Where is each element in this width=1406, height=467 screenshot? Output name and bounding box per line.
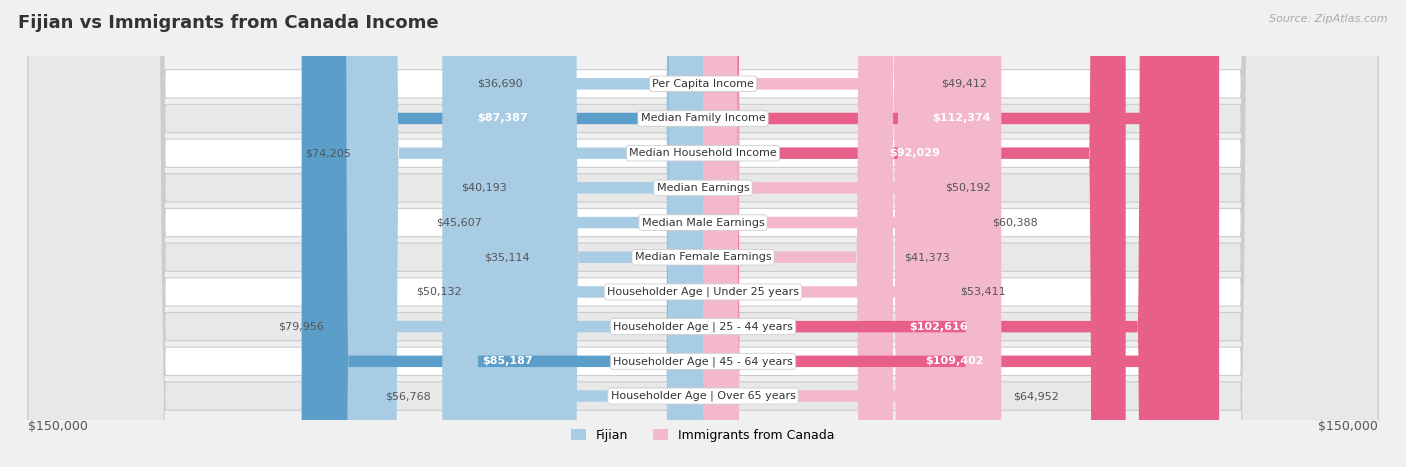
Text: Householder Age | 45 - 64 years: Householder Age | 45 - 64 years [613, 356, 793, 367]
FancyBboxPatch shape [28, 0, 1378, 467]
FancyBboxPatch shape [703, 0, 929, 467]
Text: Fijian vs Immigrants from Canada Income: Fijian vs Immigrants from Canada Income [18, 14, 439, 32]
Legend: Fijian, Immigrants from Canada: Fijian, Immigrants from Canada [567, 424, 839, 447]
Text: Source: ZipAtlas.com: Source: ZipAtlas.com [1270, 14, 1388, 24]
FancyBboxPatch shape [28, 0, 1378, 467]
Text: Householder Age | Over 65 years: Householder Age | Over 65 years [610, 391, 796, 401]
Text: Householder Age | 25 - 44 years: Householder Age | 25 - 44 years [613, 321, 793, 332]
Text: $60,388: $60,388 [991, 218, 1038, 227]
Text: $36,690: $36,690 [478, 79, 523, 89]
Text: Median Household Income: Median Household Income [628, 148, 778, 158]
Text: $50,192: $50,192 [945, 183, 991, 193]
Text: Median Male Earnings: Median Male Earnings [641, 218, 765, 227]
FancyBboxPatch shape [28, 0, 1378, 467]
FancyBboxPatch shape [703, 0, 948, 467]
Text: $150,000: $150,000 [1319, 420, 1378, 433]
FancyBboxPatch shape [703, 0, 980, 467]
Text: $41,373: $41,373 [904, 252, 950, 262]
Text: $87,387: $87,387 [477, 113, 527, 123]
FancyBboxPatch shape [363, 0, 703, 467]
Text: Median Female Earnings: Median Female Earnings [634, 252, 772, 262]
FancyBboxPatch shape [519, 0, 703, 467]
Text: $112,374: $112,374 [932, 113, 990, 123]
Text: $92,029: $92,029 [889, 148, 939, 158]
Text: $109,402: $109,402 [925, 356, 983, 366]
FancyBboxPatch shape [703, 0, 1001, 467]
Text: Median Earnings: Median Earnings [657, 183, 749, 193]
FancyBboxPatch shape [312, 0, 703, 467]
Text: $53,411: $53,411 [960, 287, 1005, 297]
Text: $74,205: $74,205 [305, 148, 350, 158]
FancyBboxPatch shape [302, 0, 703, 467]
FancyBboxPatch shape [472, 0, 703, 467]
FancyBboxPatch shape [703, 0, 893, 467]
FancyBboxPatch shape [703, 0, 934, 467]
FancyBboxPatch shape [28, 0, 1378, 467]
FancyBboxPatch shape [703, 0, 1219, 467]
Text: $40,193: $40,193 [461, 183, 508, 193]
FancyBboxPatch shape [28, 0, 1378, 467]
Text: $85,187: $85,187 [482, 356, 533, 366]
FancyBboxPatch shape [494, 0, 703, 467]
Text: $64,952: $64,952 [1012, 391, 1059, 401]
FancyBboxPatch shape [443, 0, 703, 467]
Text: $56,768: $56,768 [385, 391, 430, 401]
Text: Householder Age | Under 25 years: Householder Age | Under 25 years [607, 287, 799, 297]
Text: $49,412: $49,412 [942, 79, 987, 89]
FancyBboxPatch shape [28, 0, 1378, 467]
FancyBboxPatch shape [703, 0, 1174, 467]
FancyBboxPatch shape [336, 0, 703, 467]
FancyBboxPatch shape [28, 0, 1378, 467]
FancyBboxPatch shape [28, 0, 1378, 467]
Text: $35,114: $35,114 [485, 252, 530, 262]
FancyBboxPatch shape [703, 0, 1126, 467]
FancyBboxPatch shape [28, 0, 1378, 467]
FancyBboxPatch shape [703, 0, 1205, 467]
FancyBboxPatch shape [541, 0, 703, 467]
Text: Per Capita Income: Per Capita Income [652, 79, 754, 89]
FancyBboxPatch shape [534, 0, 703, 467]
Text: $45,607: $45,607 [436, 218, 482, 227]
Text: $150,000: $150,000 [28, 420, 87, 433]
FancyBboxPatch shape [28, 0, 1378, 467]
Text: Median Family Income: Median Family Income [641, 113, 765, 123]
Text: $50,132: $50,132 [416, 287, 461, 297]
Text: $79,956: $79,956 [278, 322, 325, 332]
Text: $102,616: $102,616 [910, 322, 967, 332]
